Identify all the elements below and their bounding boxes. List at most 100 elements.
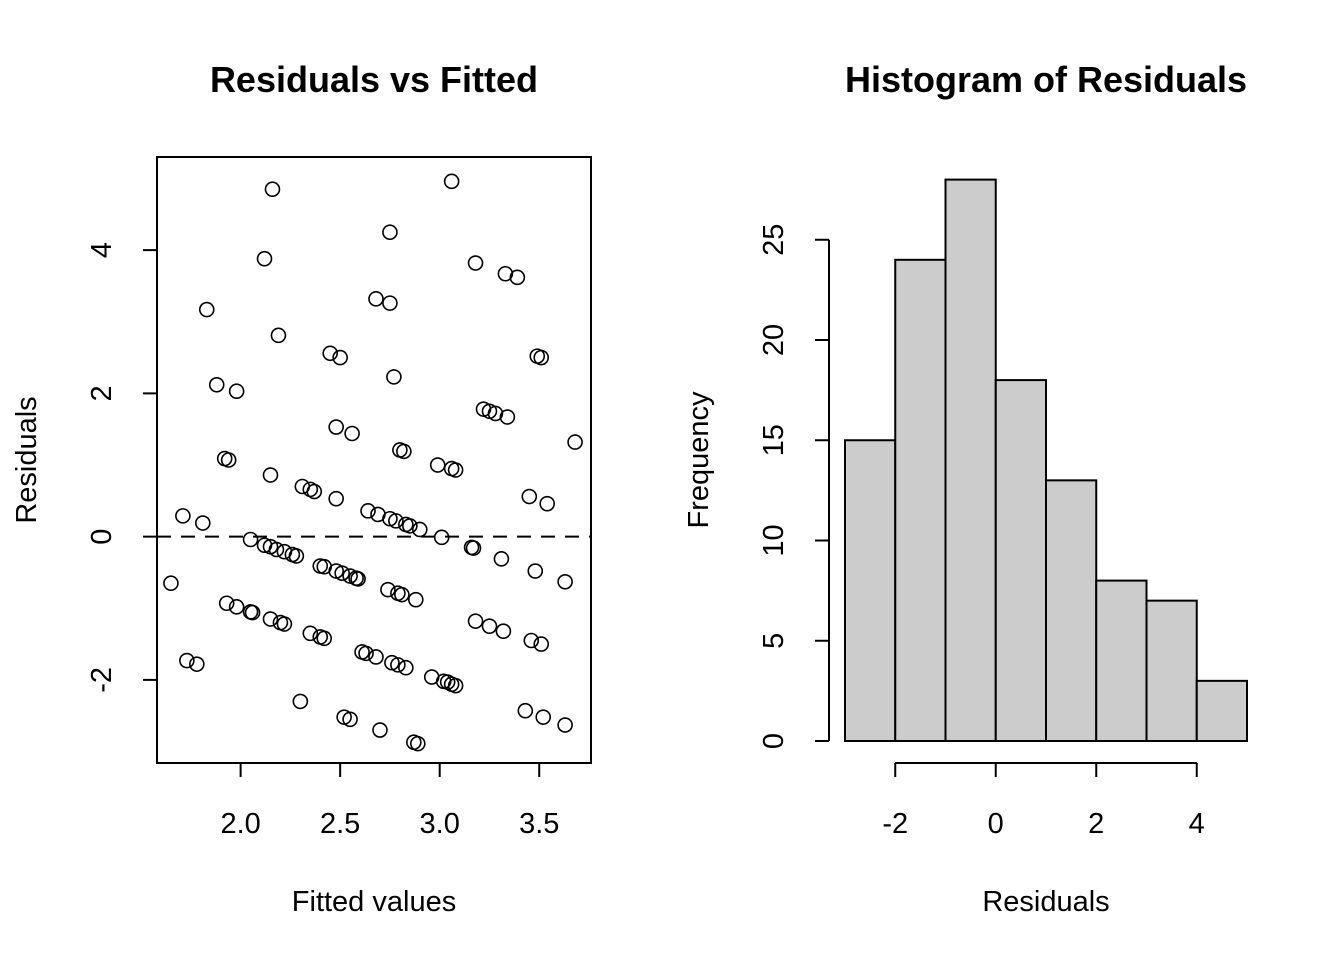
data-point (497, 265, 514, 282)
data-point (368, 649, 384, 665)
data-point (175, 508, 191, 524)
data-point (262, 611, 279, 627)
data-point (328, 419, 344, 435)
data-point (242, 531, 259, 548)
data-point (411, 521, 428, 538)
histogram-bar (1145, 599, 1198, 743)
data-point (368, 291, 384, 307)
data-point (521, 488, 538, 505)
data-point (380, 581, 396, 598)
data-point (481, 618, 498, 634)
data-point (495, 623, 512, 639)
data-point (372, 722, 388, 738)
data-point (302, 625, 319, 642)
data-point (533, 636, 550, 652)
data-point (344, 425, 360, 442)
histogram-bar (844, 439, 897, 742)
data-point (396, 443, 412, 460)
x-tick-label: 3.5 (519, 808, 559, 840)
scatter-x-axis: 2.0 2.5 3.0 3.5 (220, 763, 559, 840)
x-tick-label: 0 (988, 808, 1004, 840)
scatter-y-axis-label: Residuals (11, 396, 43, 523)
y-tick-label: 20 (758, 324, 790, 356)
data-point (228, 599, 245, 615)
data-point (382, 295, 398, 311)
residuals-vs-fitted-panel: Residuals vs Fitted Fitted values Residu… (11, 59, 592, 918)
data-point (268, 541, 285, 558)
data-point (509, 269, 526, 286)
data-point (557, 573, 573, 590)
data-point (523, 632, 540, 649)
data-point (316, 630, 333, 647)
data-point (402, 518, 418, 534)
data-point (447, 462, 464, 478)
data-point (467, 613, 484, 629)
data-point (198, 301, 215, 318)
data-point (264, 181, 281, 198)
data-point (262, 467, 279, 483)
data-point (218, 595, 235, 612)
data-point (179, 652, 195, 669)
y-tick-label: 25 (758, 224, 790, 256)
histogram-bar (1195, 679, 1248, 742)
data-point (487, 405, 504, 422)
data-point (527, 563, 544, 579)
data-point (334, 565, 350, 581)
histogram-panel: Histogram of Residuals Residuals Frequen… (683, 59, 1248, 918)
histogram-bar (894, 258, 947, 742)
data-point (394, 586, 410, 603)
histogram-x-axis: -2 0 2 4 (882, 762, 1205, 840)
data-point (360, 503, 376, 519)
y-tick-label: 0 (758, 733, 790, 749)
data-point (408, 591, 424, 608)
y-tick-label: 15 (758, 424, 790, 456)
x-tick-label: 2.0 (220, 808, 260, 840)
data-point (388, 513, 404, 529)
data-point (328, 490, 344, 507)
scatter-title: Residuals vs Fitted (210, 59, 538, 100)
data-point (429, 457, 446, 473)
data-point (493, 551, 510, 567)
histogram-y-axis-label: Frequency (683, 391, 715, 529)
data-point (276, 616, 293, 632)
y-tick-label: 0 (86, 529, 118, 545)
x-tick-label: 2 (1088, 808, 1104, 840)
data-point (443, 173, 460, 190)
data-point (433, 529, 450, 546)
data-point (409, 735, 426, 752)
data-point (194, 515, 211, 531)
histogram-x-axis-label: Residuals (982, 886, 1109, 918)
data-point (189, 656, 205, 672)
data-point (270, 327, 287, 344)
data-point (332, 349, 348, 366)
data-point (539, 495, 556, 512)
data-point (220, 452, 237, 468)
data-point (322, 345, 339, 362)
data-point (306, 483, 323, 500)
y-tick-label: -2 (86, 667, 118, 693)
histogram-bar (1045, 479, 1098, 742)
data-point (256, 250, 273, 267)
x-tick-label: 3.0 (420, 808, 460, 840)
y-tick-label: 10 (758, 524, 790, 556)
data-point (288, 548, 305, 564)
data-point (499, 409, 516, 425)
histogram-y-axis: 0 5 10 15 20 25 (758, 224, 830, 749)
data-point (342, 711, 358, 728)
y-tick-label: 2 (86, 385, 118, 401)
y-tick-label: 4 (86, 242, 118, 258)
data-point (398, 659, 414, 676)
data-point (350, 571, 366, 587)
data-point (358, 645, 374, 662)
data-point (382, 224, 398, 241)
data-point (447, 677, 464, 694)
x-tick-label: 4 (1189, 808, 1205, 840)
data-point (208, 376, 225, 393)
data-point (163, 575, 179, 592)
data-point (535, 709, 552, 725)
histogram-bar (944, 178, 997, 743)
scatter-x-axis-label: Fitted values (292, 886, 456, 918)
scatter-y-axis: -2 0 2 4 (86, 242, 157, 693)
data-point (292, 693, 309, 710)
